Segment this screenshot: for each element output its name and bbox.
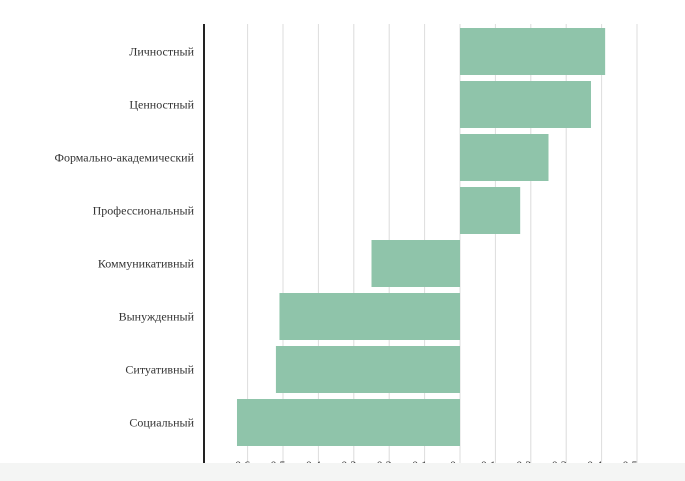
bar xyxy=(460,187,521,234)
category-label: Социальный xyxy=(129,416,194,430)
bars xyxy=(236,28,606,446)
category-label: Личностный xyxy=(129,45,194,59)
category-label: Формально-академический xyxy=(54,151,194,165)
bar xyxy=(460,28,606,75)
bar xyxy=(279,293,460,340)
bar xyxy=(460,81,591,128)
bottom-strip xyxy=(0,463,685,481)
bar xyxy=(460,134,549,181)
category-label: Вынужденный xyxy=(119,310,195,324)
category-label: Коммуникативный xyxy=(98,257,195,271)
category-label: Профессиональный xyxy=(93,204,195,218)
bar xyxy=(275,346,460,393)
bar xyxy=(371,240,460,287)
bar xyxy=(236,399,460,446)
category-label: Ценностный xyxy=(129,98,194,112)
category-label: Ситуативный xyxy=(125,363,194,377)
category-labels: Личностный Ценностный Формально-академичес… xyxy=(54,45,194,430)
